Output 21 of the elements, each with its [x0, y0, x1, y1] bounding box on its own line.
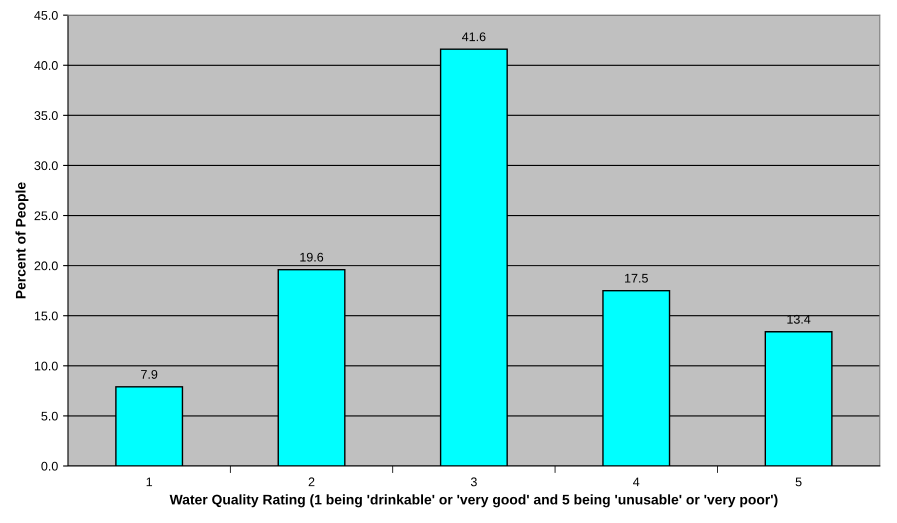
x-tick-label: 2 — [308, 477, 314, 486]
y-tick-label: 30.0 — [34, 161, 58, 170]
y-tick-label: 20.0 — [34, 261, 58, 270]
y-tick-label: 5.0 — [41, 412, 58, 421]
y-tick-label: 45.0 — [34, 10, 58, 20]
y-tick-label: 0.0 — [41, 462, 58, 471]
x-tick-label: 1 — [146, 478, 152, 486]
y-tick-label: 25.0 — [34, 211, 58, 220]
data-label: 7.9 — [141, 370, 158, 379]
data-label: 19.6 — [300, 252, 324, 262]
y-tick-label: 10.0 — [34, 362, 58, 370]
data-label: 41.6 — [462, 32, 486, 42]
y-axis-title: Percent of People — [15, 182, 28, 298]
y-tick-label: 15.0 — [34, 312, 58, 320]
x-tick-label: 5 — [796, 478, 802, 486]
data-label: 17.5 — [625, 274, 648, 283]
y-tick-label: 40.0 — [34, 61, 58, 70]
x-tick-label: 4 — [633, 478, 640, 486]
x-axis-title: Water Quality Rating (1 being 'drinkable' or 'very good' and 5 being 'unusable' or 'very poor') — [170, 494, 778, 508]
y-tick-label: 35.0 — [34, 111, 58, 120]
x-tick-label: 3 — [470, 477, 477, 486]
